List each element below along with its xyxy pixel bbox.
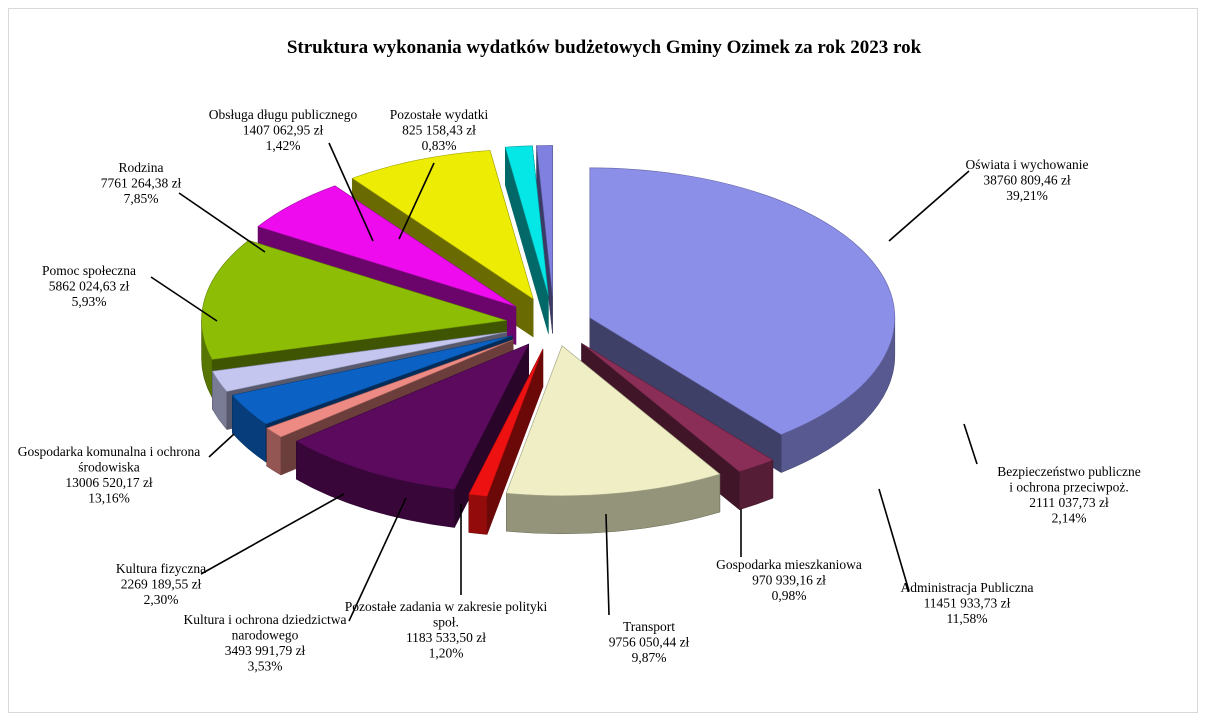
slice-label-line: Rodzina xyxy=(119,160,164,175)
slice-label-line: 2269 189,55 zł xyxy=(121,577,202,592)
slice-label-line: społ. xyxy=(433,615,459,630)
slice-label-line: Gospodarka komunalna i ochrona xyxy=(18,444,201,459)
slice-top xyxy=(201,240,507,360)
chart-title: Struktura wykonania wydatków budżetowych… xyxy=(287,37,922,58)
slice-label-line: 0,98% xyxy=(772,588,807,603)
slice-label-line: 39,21% xyxy=(1006,188,1048,203)
slice-label-line: Pozostałe wydatki xyxy=(390,107,489,122)
leader-lines xyxy=(150,142,978,622)
slice-label: Oświata i wychowanie 38760 809,46 zł 39,21… xyxy=(966,157,1089,203)
slice-label: Gospodarka mieszkaniowa 970 939,16 zł 0,98… xyxy=(716,557,862,603)
slice-label-line: Obsługa długu publicznego xyxy=(209,107,358,122)
slice-label-line: środowiska xyxy=(78,460,140,475)
slice-labels: Oświata i wychowanie 38760 809,46 zł 39,21… xyxy=(18,107,1141,674)
slice-label-line: 2,14% xyxy=(1052,511,1087,526)
slice-label-line: 825 158,43 zł xyxy=(402,123,476,138)
slice-label-line: Kultura fizyczna xyxy=(116,561,206,576)
slice-label-line: Bezpieczeństwo publiczne xyxy=(997,464,1141,479)
pie-slice xyxy=(589,167,896,474)
slice-label: Obsługa długu publicznego 1407 062,95 zł 1… xyxy=(209,107,358,153)
slice-top xyxy=(231,335,513,425)
slice-label-line: 970 939,16 zł xyxy=(752,573,826,588)
slice-label-line: 13006 520,17 zł xyxy=(65,475,153,490)
leader-line xyxy=(208,433,235,458)
leader-line xyxy=(878,488,910,592)
slice-label-line: i ochrona przeciwpoż. xyxy=(1009,480,1129,495)
slice-label-line: 3,53% xyxy=(248,659,283,674)
slice-wall xyxy=(468,494,488,535)
slice-label-line: Oświata i wychowanie xyxy=(966,157,1089,172)
slice-label-line: 11451 933,73 zł xyxy=(924,596,1011,611)
slice-label-line: 1183 533,50 zł xyxy=(406,630,486,645)
slice-label-line: 9,87% xyxy=(632,650,667,665)
slice-top xyxy=(211,331,507,392)
slice-label-line: Pozostałe zadania w zakresie polityki xyxy=(345,599,548,614)
slice-label-line: 2111 037,73 zł xyxy=(1029,495,1109,510)
pie-chart: Struktura wykonania wydatków budżetowych… xyxy=(18,37,1141,674)
slice-label-line: Pomoc społeczna xyxy=(42,263,136,278)
slice-top xyxy=(505,345,721,497)
slice-label-line: Transport xyxy=(623,619,675,634)
slice-label: Rodzina 7761 264,38 zł 7,85% xyxy=(101,160,182,206)
chart-frame: Struktura wykonania wydatków budżetowych… xyxy=(8,8,1198,713)
slice-top xyxy=(266,339,514,438)
slice-label-line: 0,83% xyxy=(422,138,457,153)
pie-slice xyxy=(536,145,553,334)
slice-label: Kultura i ochrona dziedzictwa narodowego 3… xyxy=(183,612,346,674)
leader-line xyxy=(200,493,345,575)
slice-top xyxy=(504,145,549,296)
slice-top xyxy=(351,150,534,300)
slice-label-line: 11,58% xyxy=(946,611,987,626)
slice-label-line: Gospodarka mieszkaniowa xyxy=(716,557,862,572)
leader-line xyxy=(328,142,374,242)
leader-line xyxy=(888,170,970,242)
slice-label: Pozostałe wydatki 825 158,43 zł 0,83% xyxy=(390,107,489,153)
slice-label-line: 1407 062,95 zł xyxy=(243,123,324,138)
slice-label-line: 5862 024,63 zł xyxy=(49,279,130,294)
slice-label-line: 7761 264,38 zł xyxy=(101,176,182,191)
leader-line xyxy=(178,192,266,253)
slice-label-line: 9756 050,44 zł xyxy=(609,635,690,650)
slice-label-line: Administracja Publiczna xyxy=(900,580,1033,595)
slice-label: Transport 9756 050,44 zł 9,87% xyxy=(609,619,690,665)
slice-label-line: 1,42% xyxy=(266,138,301,153)
slice-label-line: narodowego xyxy=(232,628,299,643)
slice-top xyxy=(581,343,774,473)
slice-label: Pozostałe zadania w zakresie polityki spo… xyxy=(345,599,548,661)
slice-label-line: 7,85% xyxy=(124,191,159,206)
pie-slice xyxy=(468,348,544,535)
leader-line xyxy=(348,497,407,622)
slice-label-line: 2,30% xyxy=(144,592,179,607)
slice-label: Pomoc społeczna 5862 024,63 zł 5,93% xyxy=(42,263,136,309)
slice-label-line: 1,20% xyxy=(429,646,464,661)
slice-label-line: 3493 991,79 zł xyxy=(225,643,306,658)
pie-slice xyxy=(504,145,549,334)
pie-slices xyxy=(201,145,896,535)
slice-label: Gospodarka komunalna i ochrona środowiska… xyxy=(18,444,201,506)
slice-top xyxy=(257,185,517,307)
slice-label-line: Kultura i ochrona dziedzictwa xyxy=(183,612,346,627)
slice-top xyxy=(468,348,544,497)
slice-label-line: 13,16% xyxy=(88,491,130,506)
slice-top xyxy=(536,145,553,296)
leader-line xyxy=(150,276,218,322)
pie-slice xyxy=(505,345,721,535)
leader-line xyxy=(963,423,978,465)
slice-top xyxy=(295,343,530,490)
slice-label-line: 38760 809,46 zł xyxy=(983,173,1071,188)
slice-label: Administracja Publiczna 11451 933,73 zł 11… xyxy=(900,580,1033,626)
slice-top xyxy=(589,167,896,435)
slice-label: Bezpieczeństwo publiczne i ochrona przeci… xyxy=(997,464,1141,526)
slice-label: Kultura fizyczna 2269 189,55 zł 2,30% xyxy=(116,561,206,607)
slice-label-line: 5,93% xyxy=(72,294,107,309)
leader-line xyxy=(605,513,610,616)
leader-line xyxy=(398,162,435,240)
pie-slice xyxy=(295,343,530,528)
